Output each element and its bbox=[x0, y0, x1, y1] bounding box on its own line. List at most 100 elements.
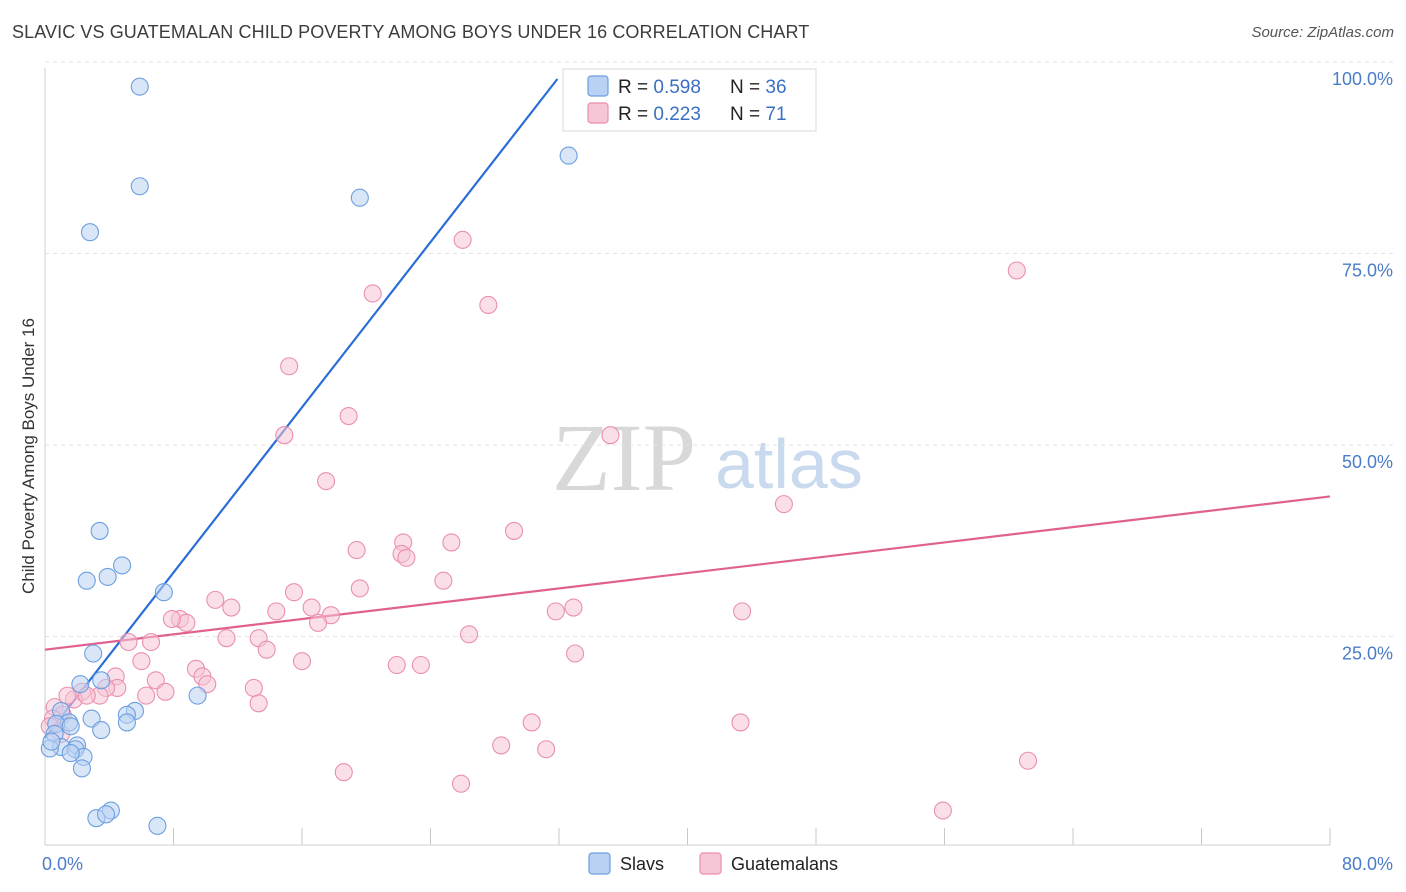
slavs-point-28 bbox=[61, 744, 80, 763]
y-tick-label-1: 75.0% bbox=[1342, 261, 1393, 281]
slavs-point-6 bbox=[113, 556, 132, 575]
guatemalans-point-35 bbox=[119, 632, 138, 652]
guatemalans-point-26 bbox=[546, 602, 565, 621]
guatemalans-point-31 bbox=[459, 625, 479, 644]
guatemalans-point-9 bbox=[774, 495, 793, 514]
guatemalans-point-69 bbox=[933, 801, 952, 820]
slavs-trend-line bbox=[44, 78, 559, 739]
guatemalans-point-41 bbox=[387, 655, 406, 675]
y-axis-label: Child Poverty Among Boys Under 16 bbox=[19, 318, 38, 594]
y-tick-label-3: 25.0% bbox=[1342, 644, 1393, 664]
legend-r-label-guat: R = bbox=[618, 104, 653, 125]
guatemalans-point-61 bbox=[522, 713, 541, 732]
series-legend: Slavs Guatemalans bbox=[588, 852, 838, 875]
chart-source: Source: ZipAtlas.com bbox=[1251, 24, 1394, 41]
guatemalans-point-37 bbox=[566, 644, 585, 663]
guatemalans-point-20 bbox=[222, 598, 241, 617]
guatemalans-point-40 bbox=[411, 655, 430, 675]
guatemalans-point-7 bbox=[601, 426, 620, 445]
chart-title: SLAVIC VS GUATEMALAN CHILD POVERTY AMONG… bbox=[12, 22, 810, 42]
slavs-point-5 bbox=[90, 521, 109, 540]
x-tick-label-1: 80.0% bbox=[1342, 854, 1393, 874]
watermark-zip: ZIP bbox=[552, 404, 696, 511]
legend-n-value-slavs: 36 bbox=[765, 77, 786, 98]
guatemalans-point-15 bbox=[397, 548, 416, 567]
legend-n-label-slavs: N = bbox=[730, 77, 765, 98]
guatemalans-point-0 bbox=[453, 230, 472, 249]
guatemalans-point-51 bbox=[156, 682, 175, 701]
slavs-point-8 bbox=[98, 567, 117, 586]
legend-row-guatemalans: R = 0.223 N = 71 bbox=[618, 104, 787, 125]
guatemalans-point-19 bbox=[206, 590, 225, 609]
guatemalans-point-13 bbox=[347, 541, 366, 560]
legend-row-slavs: R = 0.598 N = 36 bbox=[618, 77, 787, 98]
bottom-legend-label-slavs: Slavs bbox=[620, 854, 664, 874]
y-tick-label-0: 100.0% bbox=[1332, 69, 1393, 89]
legend-r-value-guat: 0.223 bbox=[653, 104, 701, 125]
legend-swatch-guatemalans bbox=[587, 102, 609, 124]
slavs-point-34 bbox=[148, 816, 167, 835]
legend-r-label-slavs: R = bbox=[618, 77, 653, 98]
slavs-point-33 bbox=[96, 805, 116, 824]
guatemalans-point-55 bbox=[58, 686, 77, 705]
slavs-point-29 bbox=[42, 732, 61, 751]
guatemalans-point-28 bbox=[309, 613, 328, 632]
guatemalans-point-16 bbox=[434, 571, 453, 590]
slavs-point-35 bbox=[92, 671, 111, 690]
guatemalans-trend-line bbox=[44, 495, 1331, 651]
guatemalans-point-8 bbox=[317, 472, 336, 491]
slavs-point-12 bbox=[71, 675, 90, 694]
watermark-atlas: atlas bbox=[715, 425, 863, 503]
guatemalans-point-22 bbox=[267, 602, 286, 621]
guatemalans-point-11 bbox=[442, 533, 461, 552]
x-tick-label-0: 0.0% bbox=[42, 854, 83, 874]
guatemalans-point-68 bbox=[451, 774, 471, 793]
slavic-points bbox=[40, 77, 578, 835]
guatemalans-point-66 bbox=[1018, 751, 1038, 770]
guatemalans-point-64 bbox=[492, 736, 511, 755]
guatemalans-point-10 bbox=[504, 521, 524, 540]
y-tick-label-2: 50.0% bbox=[1342, 452, 1393, 472]
tick-labels: 100.0% 75.0% 50.0% 25.0% 0.0% 80.0% bbox=[42, 69, 1393, 874]
guatemalans-point-4 bbox=[280, 357, 299, 376]
guatemalans-point-2 bbox=[363, 284, 382, 303]
guatemalans-point-6 bbox=[275, 426, 294, 445]
slavs-point-4 bbox=[80, 223, 100, 242]
guatemalan-points bbox=[40, 230, 1038, 820]
bottom-legend-swatch-guatemalans bbox=[699, 852, 722, 875]
bottom-legend-swatch-slavs bbox=[588, 852, 611, 875]
guatemalans-point-17 bbox=[350, 579, 369, 598]
guatemalans-point-18 bbox=[284, 583, 304, 602]
slavs-point-11 bbox=[188, 686, 207, 705]
bottom-legend-label-guatemalans: Guatemalans bbox=[731, 854, 838, 874]
guatemalans-point-3 bbox=[479, 295, 498, 315]
slavs-point-20 bbox=[61, 717, 80, 736]
guatemalans-point-32 bbox=[217, 629, 236, 648]
guatemalans-point-58 bbox=[249, 694, 268, 713]
guatemalans-point-21 bbox=[302, 598, 321, 617]
guatemalans-point-38 bbox=[132, 652, 151, 671]
trend-lines bbox=[44, 78, 1331, 739]
guatemalans-point-67 bbox=[334, 763, 353, 782]
slavs-point-30 bbox=[72, 759, 91, 778]
guatemalans-point-65 bbox=[537, 740, 556, 759]
guatemalans-point-39 bbox=[292, 652, 312, 671]
slavs-point-22 bbox=[92, 721, 111, 740]
slavs-point-2 bbox=[559, 146, 578, 165]
slavs-point-1 bbox=[130, 177, 149, 196]
legend-n-label-guat: N = bbox=[730, 104, 765, 125]
slavs-point-9 bbox=[154, 583, 173, 602]
slavs-point-17 bbox=[117, 713, 136, 732]
guatemalans-point-34 bbox=[141, 632, 161, 652]
slavs-point-7 bbox=[77, 571, 96, 590]
legend-n-value-guat: 71 bbox=[765, 104, 786, 125]
slavs-point-10 bbox=[84, 644, 103, 663]
guatemalans-point-24 bbox=[733, 602, 752, 621]
stats-legend: R = 0.598 N = 36 R = 0.223 N = 71 bbox=[562, 68, 817, 132]
legend-swatch-slavs bbox=[587, 75, 609, 97]
guatemalans-point-53 bbox=[137, 686, 156, 705]
guatemalans-point-62 bbox=[731, 713, 750, 732]
gridlines bbox=[45, 61, 1395, 637]
guatemalans-point-36 bbox=[257, 640, 276, 659]
